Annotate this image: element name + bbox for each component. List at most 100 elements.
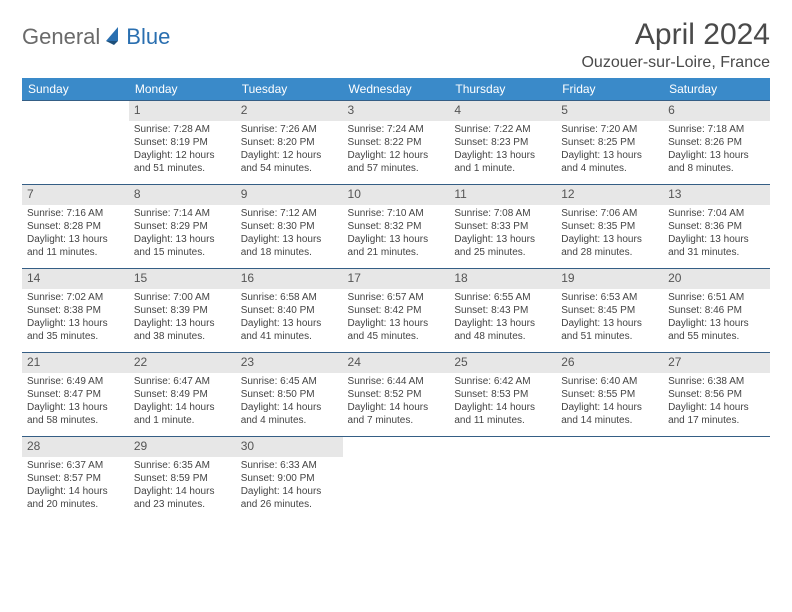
day1-text: Daylight: 13 hours bbox=[668, 317, 765, 330]
sunset-text: Sunset: 8:49 PM bbox=[134, 388, 231, 401]
day2-text: and 7 minutes. bbox=[348, 414, 445, 427]
table-row: 14Sunrise: 7:02 AMSunset: 8:38 PMDayligh… bbox=[22, 269, 770, 353]
sunset-text: Sunset: 8:47 PM bbox=[27, 388, 124, 401]
day2-text: and 41 minutes. bbox=[241, 330, 338, 343]
col-saturday: Saturday bbox=[663, 78, 770, 101]
sunrise-text: Sunrise: 6:57 AM bbox=[348, 291, 445, 304]
logo-sail-icon bbox=[104, 25, 124, 50]
sunrise-text: Sunrise: 6:33 AM bbox=[241, 459, 338, 472]
sunset-text: Sunset: 8:32 PM bbox=[348, 220, 445, 233]
day-cell: 3Sunrise: 7:24 AMSunset: 8:22 PMDaylight… bbox=[343, 101, 450, 185]
day1-text: Daylight: 14 hours bbox=[668, 401, 765, 414]
day-cell bbox=[663, 437, 770, 521]
sunrise-text: Sunrise: 7:26 AM bbox=[241, 123, 338, 136]
day-cell: 21Sunrise: 6:49 AMSunset: 8:47 PMDayligh… bbox=[22, 353, 129, 437]
day-cell: 9Sunrise: 7:12 AMSunset: 8:30 PMDaylight… bbox=[236, 185, 343, 269]
day-number: 18 bbox=[449, 269, 556, 289]
day1-text: Daylight: 13 hours bbox=[27, 317, 124, 330]
day-cell: 26Sunrise: 6:40 AMSunset: 8:55 PMDayligh… bbox=[556, 353, 663, 437]
page-title: April 2024 bbox=[581, 18, 770, 52]
day-cell: 13Sunrise: 7:04 AMSunset: 8:36 PMDayligh… bbox=[663, 185, 770, 269]
sunset-text: Sunset: 8:45 PM bbox=[561, 304, 658, 317]
day-number: 7 bbox=[22, 185, 129, 205]
sunset-text: Sunset: 8:57 PM bbox=[27, 472, 124, 485]
day-number: 1 bbox=[129, 101, 236, 121]
day1-text: Daylight: 14 hours bbox=[134, 401, 231, 414]
day2-text: and 57 minutes. bbox=[348, 162, 445, 175]
day-cell: 7Sunrise: 7:16 AMSunset: 8:28 PMDaylight… bbox=[22, 185, 129, 269]
table-row: 28Sunrise: 6:37 AMSunset: 8:57 PMDayligh… bbox=[22, 437, 770, 521]
table-row: 7Sunrise: 7:16 AMSunset: 8:28 PMDaylight… bbox=[22, 185, 770, 269]
sunset-text: Sunset: 8:50 PM bbox=[241, 388, 338, 401]
day2-text: and 8 minutes. bbox=[668, 162, 765, 175]
sunrise-text: Sunrise: 7:10 AM bbox=[348, 207, 445, 220]
sunset-text: Sunset: 8:22 PM bbox=[348, 136, 445, 149]
day2-text: and 11 minutes. bbox=[27, 246, 124, 259]
day2-text: and 58 minutes. bbox=[27, 414, 124, 427]
day-number: 4 bbox=[449, 101, 556, 121]
sunset-text: Sunset: 8:36 PM bbox=[668, 220, 765, 233]
day-cell bbox=[22, 101, 129, 185]
day-cell: 18Sunrise: 6:55 AMSunset: 8:43 PMDayligh… bbox=[449, 269, 556, 353]
col-friday: Friday bbox=[556, 78, 663, 101]
sunset-text: Sunset: 9:00 PM bbox=[241, 472, 338, 485]
day2-text: and 17 minutes. bbox=[668, 414, 765, 427]
day1-text: Daylight: 13 hours bbox=[454, 317, 551, 330]
day2-text: and 26 minutes. bbox=[241, 498, 338, 511]
sunrise-text: Sunrise: 6:35 AM bbox=[134, 459, 231, 472]
day-number: 30 bbox=[236, 437, 343, 457]
sunrise-text: Sunrise: 7:24 AM bbox=[348, 123, 445, 136]
col-wednesday: Wednesday bbox=[343, 78, 450, 101]
day-number: 15 bbox=[129, 269, 236, 289]
day-number: 20 bbox=[663, 269, 770, 289]
day1-text: Daylight: 14 hours bbox=[134, 485, 231, 498]
day1-text: Daylight: 13 hours bbox=[561, 233, 658, 246]
page-subtitle: Ouzouer-sur-Loire, France bbox=[581, 54, 770, 72]
day-cell: 14Sunrise: 7:02 AMSunset: 8:38 PMDayligh… bbox=[22, 269, 129, 353]
day-cell: 22Sunrise: 6:47 AMSunset: 8:49 PMDayligh… bbox=[129, 353, 236, 437]
sunset-text: Sunset: 8:53 PM bbox=[454, 388, 551, 401]
day2-text: and 20 minutes. bbox=[27, 498, 124, 511]
logo: General Blue bbox=[22, 18, 170, 50]
col-monday: Monday bbox=[129, 78, 236, 101]
day-number: 10 bbox=[343, 185, 450, 205]
sunrise-text: Sunrise: 7:02 AM bbox=[27, 291, 124, 304]
sunset-text: Sunset: 8:40 PM bbox=[241, 304, 338, 317]
day1-text: Daylight: 14 hours bbox=[561, 401, 658, 414]
day-cell: 6Sunrise: 7:18 AMSunset: 8:26 PMDaylight… bbox=[663, 101, 770, 185]
day1-text: Daylight: 13 hours bbox=[134, 233, 231, 246]
day-cell: 23Sunrise: 6:45 AMSunset: 8:50 PMDayligh… bbox=[236, 353, 343, 437]
day1-text: Daylight: 14 hours bbox=[241, 485, 338, 498]
day2-text: and 55 minutes. bbox=[668, 330, 765, 343]
col-sunday: Sunday bbox=[22, 78, 129, 101]
day-cell: 30 Sunrise: 6:33 AMSunset: 9:00 PMDayligh… bbox=[236, 437, 343, 521]
day-number: 5 bbox=[556, 101, 663, 121]
day-number: 11 bbox=[449, 185, 556, 205]
sunrise-text: Sunrise: 6:42 AM bbox=[454, 375, 551, 388]
day1-text: Daylight: 13 hours bbox=[348, 233, 445, 246]
sunrise-text: Sunrise: 6:49 AM bbox=[27, 375, 124, 388]
day2-text: and 21 minutes. bbox=[348, 246, 445, 259]
sunrise-text: Sunrise: 7:28 AM bbox=[134, 123, 231, 136]
sunrise-text: Sunrise: 7:14 AM bbox=[134, 207, 231, 220]
title-block: April 2024 Ouzouer-sur-Loire, France bbox=[581, 18, 770, 72]
col-tuesday: Tuesday bbox=[236, 78, 343, 101]
day-number: 28 bbox=[22, 437, 129, 457]
day-number: 21 bbox=[22, 353, 129, 373]
sunset-text: Sunset: 8:23 PM bbox=[454, 136, 551, 149]
day-cell: 28Sunrise: 6:37 AMSunset: 8:57 PMDayligh… bbox=[22, 437, 129, 521]
day1-text: Daylight: 14 hours bbox=[348, 401, 445, 414]
day-cell bbox=[556, 437, 663, 521]
day2-text: and 1 minute. bbox=[454, 162, 551, 175]
day1-text: Daylight: 12 hours bbox=[241, 149, 338, 162]
day2-text: and 1 minute. bbox=[134, 414, 231, 427]
col-thursday: Thursday bbox=[449, 78, 556, 101]
sunrise-text: Sunrise: 6:55 AM bbox=[454, 291, 551, 304]
day-cell: 5Sunrise: 7:20 AMSunset: 8:25 PMDaylight… bbox=[556, 101, 663, 185]
table-row: 21 Sunrise: 6:49 AMSunset: 8:47 PM Dayligh… bbox=[22, 353, 770, 437]
sunset-text: Sunset: 8:38 PM bbox=[27, 304, 124, 317]
day-cell: 27Sunrise: 6:38 AMSunset: 8:56 PMDayligh… bbox=[663, 353, 770, 437]
logo-text-blue: Blue bbox=[126, 24, 170, 50]
day1-text: Daylight: 13 hours bbox=[561, 149, 658, 162]
day-cell: 29Sunrise: 6:35 AMSunset: 8:59 PMDayligh… bbox=[129, 437, 236, 521]
